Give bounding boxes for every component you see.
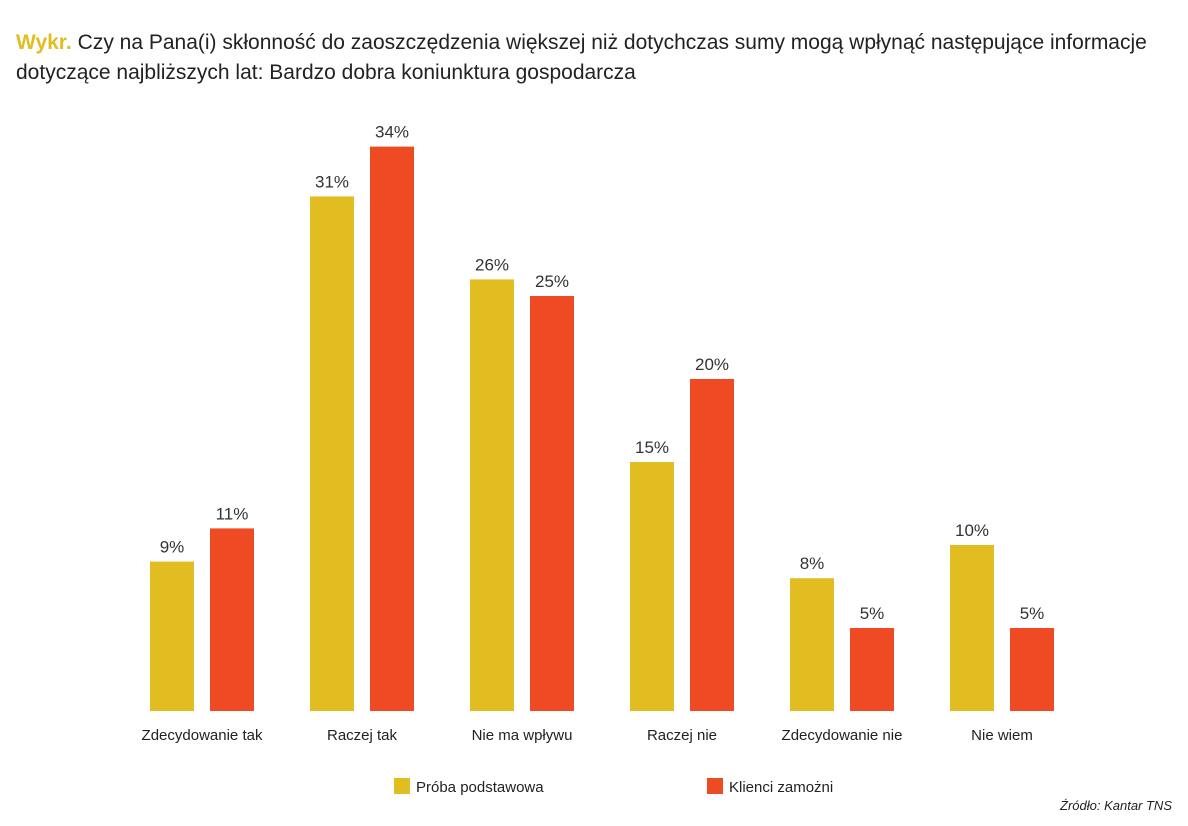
bar: [210, 528, 254, 711]
data-label: 5%: [1020, 604, 1045, 623]
data-label: 8%: [800, 554, 825, 573]
chart-title: Wykr. Czy na Pana(i) skłonność do zaoszcz…: [16, 28, 1176, 88]
category-label: Nie ma wpływu: [472, 727, 573, 744]
source-note: Źródło: Kantar TNS: [1060, 798, 1172, 813]
bar: [690, 379, 734, 711]
data-label: 15%: [635, 438, 669, 457]
bar: [470, 279, 514, 711]
category-label: Raczej nie: [647, 727, 717, 744]
bar: [950, 545, 994, 711]
data-label: 26%: [475, 255, 509, 274]
bar: [530, 296, 574, 711]
data-label: 31%: [315, 172, 349, 191]
legend-swatch: [707, 778, 723, 794]
legend-swatch: [394, 778, 410, 794]
data-label: 10%: [955, 521, 989, 540]
bar: [850, 628, 894, 711]
bar: [370, 146, 414, 712]
category-label: Nie wiem: [971, 727, 1033, 744]
bar: [790, 578, 834, 711]
category-label: Zdecydowanie tak: [142, 727, 263, 744]
data-label: 34%: [375, 123, 409, 142]
chart-title-text: Czy na Pana(i) skłonność do zaoszczędzen…: [16, 31, 1147, 84]
data-label: 11%: [216, 504, 249, 523]
data-label: 25%: [535, 272, 569, 291]
data-label: 9%: [160, 538, 185, 557]
bar: [630, 462, 674, 711]
bar: [1010, 628, 1054, 711]
data-label: 20%: [695, 355, 729, 374]
chart-title-prefix: Wykr.: [16, 31, 72, 54]
bar: [310, 196, 354, 711]
legend-label: Klienci zamożni: [729, 779, 833, 796]
category-label: Zdecydowanie nie: [782, 727, 903, 744]
bar: [150, 561, 194, 711]
category-label: Raczej tak: [327, 727, 398, 744]
legend-label: Próba podstawowa: [416, 779, 544, 796]
data-label: 5%: [860, 604, 885, 623]
